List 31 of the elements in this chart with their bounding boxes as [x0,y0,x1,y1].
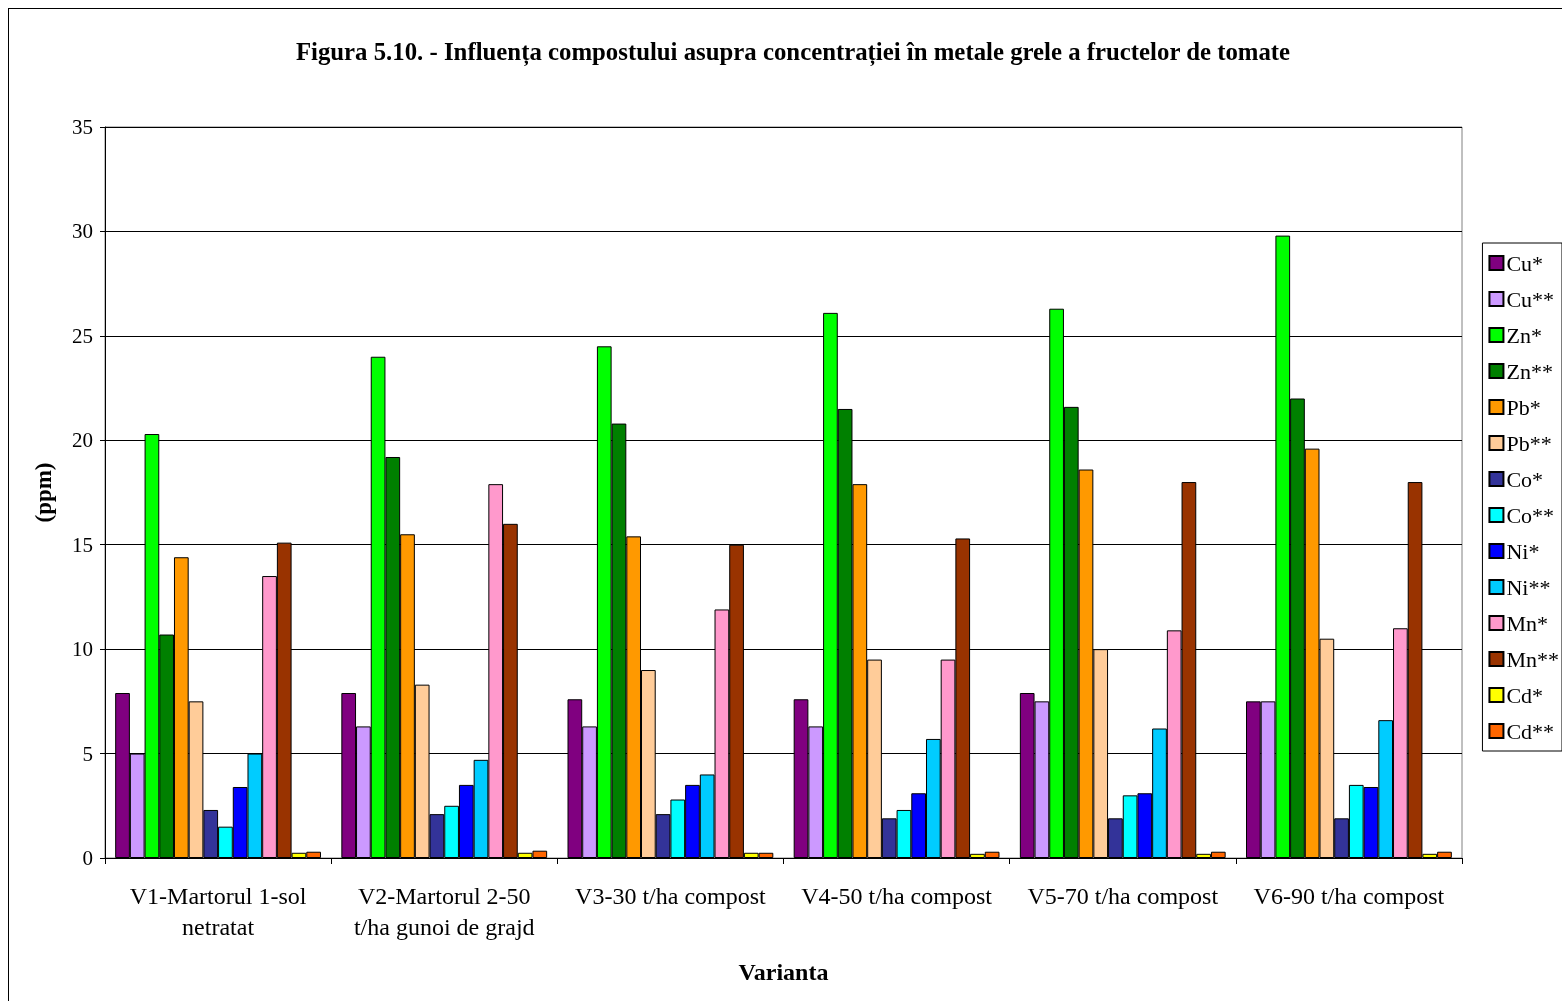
y-tick-label: 10 [72,637,93,662]
legend-label: Ni** [1506,574,1551,600]
legend-label: Mn* [1506,610,1548,636]
legend-label: Zn** [1506,358,1553,384]
x-tick-label: V4-50 t/ha compost [801,882,993,909]
x-tick-label: V3-30 t/ha compost [575,882,767,909]
y-axis-title: (ppm) [31,462,56,523]
legend-label: Co* [1506,466,1544,492]
y-tick-label: 15 [72,532,93,557]
legend-label: Cu** [1506,286,1555,312]
y-tick-label: 5 [82,741,93,766]
x-tick-label: V6-90 t/ha compost [1253,882,1445,909]
x-axis-title: Varianta [738,959,829,985]
legend-label: Co** [1506,502,1555,528]
y-tick-label: 25 [72,323,93,348]
y-tick-label: 20 [72,428,93,453]
legend-label: Mn** [1506,646,1559,672]
y-tick-label: 0 [82,846,93,870]
legend-label: Zn* [1506,322,1542,348]
legend-label: Pb* [1506,394,1541,420]
x-tick-label: V2-Martorul 2-50 t/ha gunoi de grajd [353,882,535,940]
legend-label: Cd* [1506,682,1544,708]
chart-title: Figura 5.10. - Influența compostului asupra concentrației în metale grele a fructelor de tomate [295,38,1291,67]
legend-label: Ni* [1506,538,1540,564]
y-tick-label: 35 [72,115,93,139]
legend-label: Pb** [1506,430,1552,456]
x-tick-label: V1-Martorul 1-sol netratat [129,882,307,940]
x-tick-label: V5-70 t/ha compost [1027,882,1219,909]
legend-label: Cu* [1506,250,1544,276]
y-tick-label: 30 [72,219,93,244]
legend-label: Cd** [1506,718,1555,744]
